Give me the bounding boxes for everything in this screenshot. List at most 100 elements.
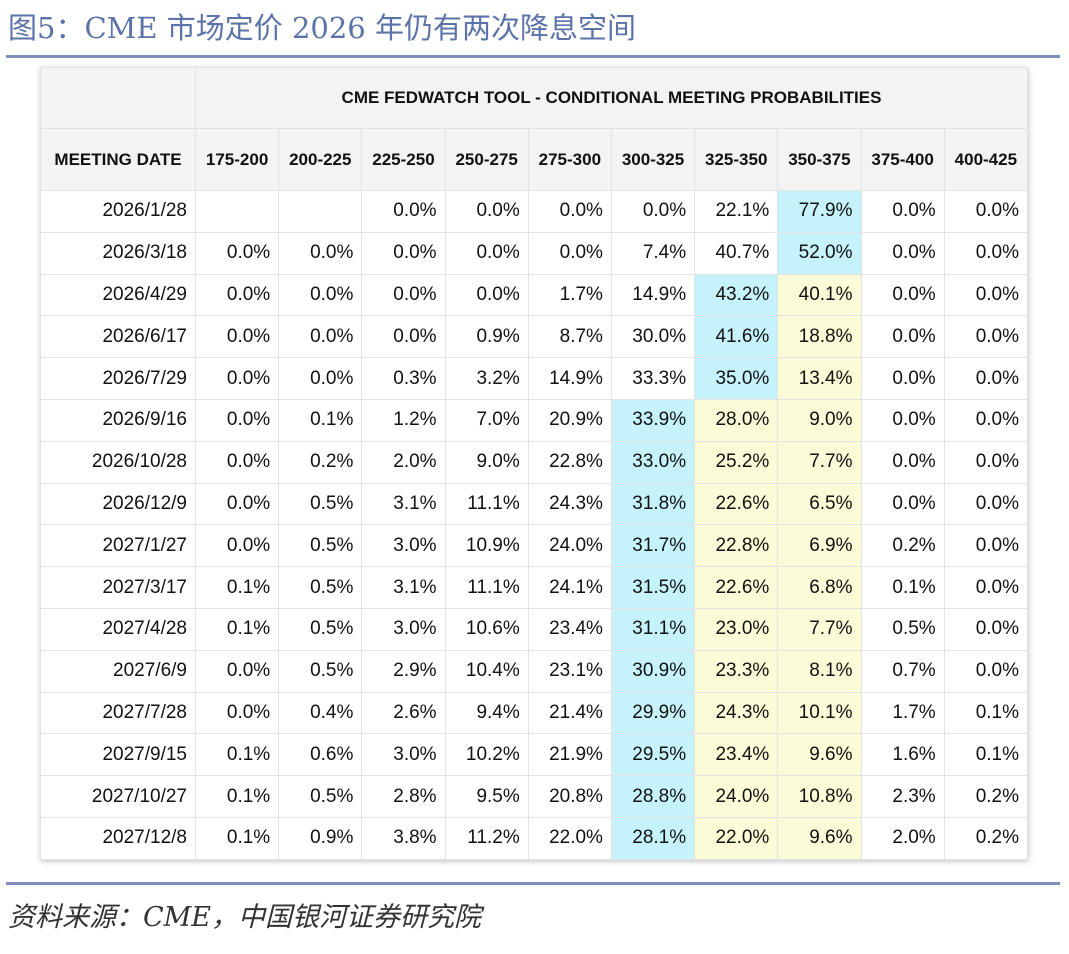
probability-cell: 0.0% <box>194 440 280 484</box>
probability-cell: 1.7% <box>860 691 945 735</box>
probability-cell: 0.0% <box>194 524 280 568</box>
probability-cell: 0.0% <box>527 190 612 233</box>
table-row: 2026/10/28 0.0% 0.2% 2.0% 9.0% 22.8% 33.0% 25.2… <box>40 440 1029 484</box>
probability-cell: 0.0% <box>943 273 1029 317</box>
probability-cell: 18.8% <box>777 315 862 359</box>
probability-cell: 2.8% <box>361 775 446 818</box>
probability-cell: 10.2% <box>444 733 529 777</box>
meeting-date-cell: 2027/9/15 <box>40 733 196 777</box>
probability-cell: 28.1% <box>610 816 696 860</box>
probability-cell: 0.7% <box>860 649 945 693</box>
probability-cell: 20.9% <box>527 398 612 442</box>
meeting-date-cell: 2026/7/29 <box>40 357 196 400</box>
probability-cell: 0.0% <box>278 357 363 400</box>
rate-range-header: 300-325 <box>610 128 696 191</box>
probability-cell: 24.3% <box>527 482 612 526</box>
table-row: 2026/1/28 0.0% 0.0% 0.0% 0.0% 22.1% 77.9% 0.0% 0… <box>40 190 1029 233</box>
probability-cell: 24.0% <box>694 775 779 818</box>
probability-cell: 0.0% <box>361 315 446 359</box>
rate-range-header: 200-225 <box>278 128 363 191</box>
probability-cell: 0.2% <box>860 524 945 568</box>
probability-cell: 23.4% <box>694 733 779 777</box>
probability-cell: 3.0% <box>361 607 446 651</box>
meeting-date-cell: 2026/10/28 <box>40 440 196 484</box>
probability-cell: 0.0% <box>860 398 945 442</box>
probability-cell: 10.6% <box>444 607 529 651</box>
probability-cell: 0.0% <box>943 398 1029 442</box>
bottom-rule <box>6 882 1060 885</box>
probability-cell: 3.1% <box>361 482 446 526</box>
probability-cell: 11.1% <box>444 482 529 526</box>
probability-cell: 6.8% <box>777 566 862 609</box>
probability-cell: 22.8% <box>527 440 612 484</box>
probability-cell: 0.0% <box>860 231 945 275</box>
probability-cell: 31.7% <box>610 524 696 568</box>
probability-cell: 0.5% <box>278 607 363 651</box>
probability-cell: 0.0% <box>194 273 280 317</box>
meeting-date-cell: 2026/3/18 <box>40 231 196 275</box>
probability-cell: 23.1% <box>527 649 612 693</box>
meeting-date-cell: 2027/4/28 <box>40 607 196 651</box>
probability-cell: 31.5% <box>610 566 696 609</box>
probability-cell: 22.0% <box>694 816 779 860</box>
probability-cell: 25.2% <box>694 440 779 484</box>
probability-cell: 23.3% <box>694 649 779 693</box>
probability-cell: 0.0% <box>194 231 280 275</box>
probability-cell: 1.7% <box>527 273 612 317</box>
probability-cell: 3.1% <box>361 566 446 609</box>
table-row: 2027/9/15 0.1% 0.6% 3.0% 10.2% 21.9% 29.5% 23.4… <box>40 733 1029 777</box>
meeting-date-cell: 2026/9/16 <box>40 398 196 442</box>
probability-cell: 33.9% <box>610 398 696 442</box>
probability-table: CME FEDWATCH TOOL - CONDITIONAL MEETING … <box>40 67 1029 860</box>
table-row: 2027/10/27 0.1% 0.5% 2.8% 9.5% 20.8% 28.8% 24.0… <box>40 775 1029 818</box>
source-note: 资料来源：CME，中国银河证券研究院 <box>8 902 482 933</box>
probability-cell: 29.5% <box>610 733 696 777</box>
probability-cell: 22.6% <box>694 482 779 526</box>
table-title: CME FEDWATCH TOOL - CONDITIONAL MEETING … <box>194 67 1029 129</box>
probability-cell: 0.9% <box>444 315 529 359</box>
probability-cell: 40.1% <box>777 273 862 317</box>
probability-cell: 0.0% <box>860 315 945 359</box>
probability-cell: 28.0% <box>694 398 779 442</box>
meeting-date-cell: 2026/4/29 <box>40 273 196 317</box>
probability-cell: 0.6% <box>278 733 363 777</box>
probability-cell: 0.2% <box>943 816 1029 860</box>
probability-cell: 31.8% <box>610 482 696 526</box>
probability-cell: 3.2% <box>444 357 529 400</box>
meeting-date-cell: 2027/10/27 <box>40 775 196 818</box>
probability-cell: 22.8% <box>694 524 779 568</box>
table-row: 2026/6/17 0.0% 0.0% 0.0% 0.9% 8.7% 30.0% 41.6% 1… <box>40 315 1029 359</box>
probability-cell: 0.5% <box>278 649 363 693</box>
probability-cell: 7.4% <box>610 231 696 275</box>
probability-cell: 0.0% <box>194 357 280 400</box>
probability-cell: 2.0% <box>860 816 945 860</box>
probability-cell: 7.7% <box>777 440 862 484</box>
probability-cell: 24.0% <box>527 524 612 568</box>
probability-cell: 8.7% <box>527 315 612 359</box>
probability-cell: 0.0% <box>194 482 280 526</box>
rate-range-header: 350-375 <box>777 128 862 191</box>
probability-cell: 8.1% <box>777 649 862 693</box>
probability-cell: 3.0% <box>361 733 446 777</box>
probability-cell: 23.4% <box>527 607 612 651</box>
probability-cell: 24.3% <box>694 691 779 735</box>
probability-cell: 0.0% <box>860 190 945 233</box>
rate-range-header: 225-250 <box>361 128 446 191</box>
probability-cell: 0.2% <box>943 775 1029 818</box>
probability-cell: 0.0% <box>860 482 945 526</box>
probability-cell: 2.9% <box>361 649 446 693</box>
column-header-row: MEETING DATE 175-200 200-225 225-250 250-27… <box>40 128 1029 191</box>
probability-cell: 22.1% <box>694 190 779 233</box>
rate-range-header: 400-425 <box>943 128 1029 191</box>
probability-cell: 0.5% <box>278 775 363 818</box>
table-row: 2026/7/29 0.0% 0.0% 0.3% 3.2% 14.9% 33.3% 35.0%… <box>40 357 1029 400</box>
probability-cell: 23.0% <box>694 607 779 651</box>
probability-cell: 0.0% <box>943 440 1029 484</box>
probability-cell: 0.0% <box>860 357 945 400</box>
meeting-date-cell: 2027/12/8 <box>40 816 196 860</box>
probability-cell: 52.0% <box>777 231 862 275</box>
probability-cell: 0.0% <box>278 231 363 275</box>
rate-range-header: 325-350 <box>694 128 779 191</box>
probability-cell: 0.0% <box>444 190 529 233</box>
probability-cell: 0.5% <box>278 482 363 526</box>
